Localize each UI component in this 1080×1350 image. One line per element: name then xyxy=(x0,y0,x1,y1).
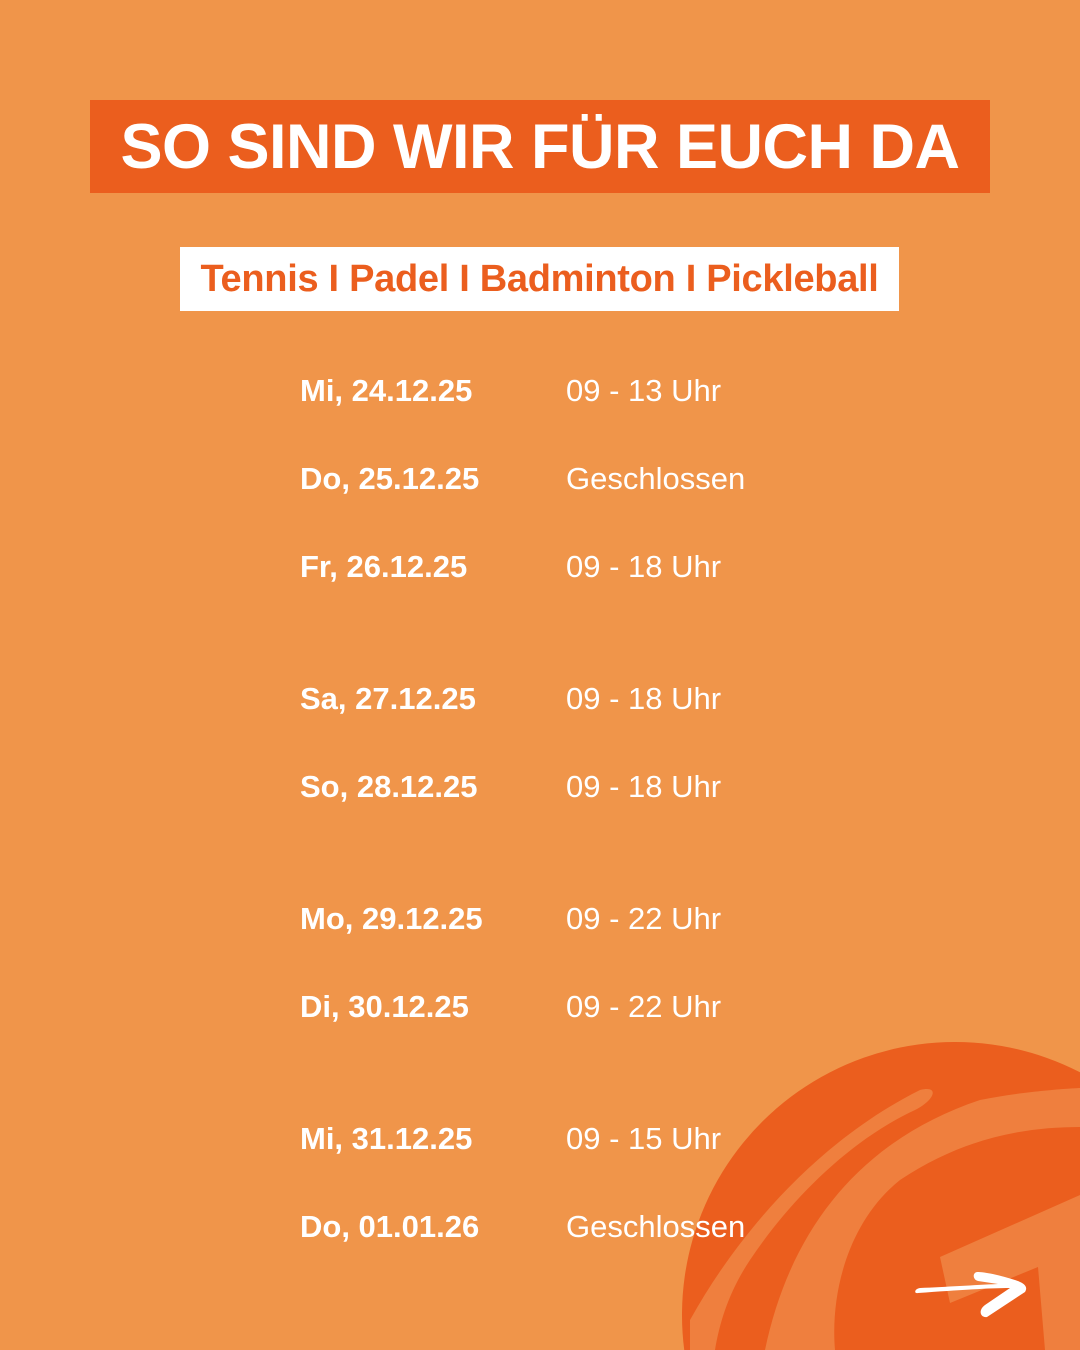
subtitle-banner: Tennis I Padel I Badminton I Pickleball xyxy=(180,247,899,311)
sports-subtitle: Tennis I Padel I Badminton I Pickleball xyxy=(200,257,879,300)
arrow-right-icon xyxy=(915,1272,1027,1318)
date: Sa, 27.12.25 xyxy=(300,681,476,716)
ball-stripe xyxy=(940,1195,1080,1350)
ball-stripe xyxy=(690,1089,933,1350)
hours: 09 - 18 Uhr xyxy=(566,549,722,584)
title-banner: SO SIND WIR FÜR EUCH DA xyxy=(90,100,990,193)
hours: 09 - 18 Uhr xyxy=(566,681,722,716)
date: Do, 01.01.26 xyxy=(300,1209,480,1244)
page-title: SO SIND WIR FÜR EUCH DA xyxy=(120,111,961,182)
hours: Geschlossen xyxy=(566,461,746,496)
hours: 09 - 15 Uhr xyxy=(566,1121,722,1156)
hours: Geschlossen xyxy=(566,1209,746,1244)
date: Do, 25.12.25 xyxy=(300,461,480,496)
date: So, 28.12.25 xyxy=(300,769,478,804)
hours: 09 - 13 Uhr xyxy=(566,373,722,408)
hours: 09 - 22 Uhr xyxy=(566,901,722,936)
hours: 09 - 22 Uhr xyxy=(566,989,722,1024)
date: Di, 30.12.25 xyxy=(300,989,469,1024)
date: Mo, 29.12.25 xyxy=(300,901,483,936)
date: Fr, 26.12.25 xyxy=(300,549,468,584)
hours: 09 - 18 Uhr xyxy=(566,769,722,804)
date: Mi, 31.12.25 xyxy=(300,1121,473,1156)
date: Mi, 24.12.25 xyxy=(300,373,473,408)
ball-stripe xyxy=(765,1088,1080,1350)
